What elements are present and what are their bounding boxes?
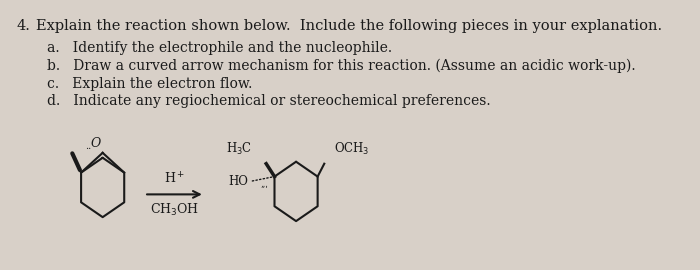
Text: ..: .. xyxy=(85,142,91,151)
Text: OCH$_3$: OCH$_3$ xyxy=(334,141,370,157)
Text: H$_3$C: H$_3$C xyxy=(226,141,252,157)
Text: 4.: 4. xyxy=(16,19,30,33)
Text: a.   Identify the electrophile and the nucleophile.: a. Identify the electrophile and the nuc… xyxy=(47,41,392,55)
Text: CH$_3$OH: CH$_3$OH xyxy=(150,202,199,218)
Text: d.   Indicate any regiochemical or stereochemical preferences.: d. Indicate any regiochemical or stereoc… xyxy=(47,94,491,109)
Text: b.   Draw a curved arrow mechanism for this reaction. (Assume an acidic work-up): b. Draw a curved arrow mechanism for thi… xyxy=(47,59,636,73)
Text: O: O xyxy=(91,137,101,150)
Text: c.   Explain the electron flow.: c. Explain the electron flow. xyxy=(47,77,253,91)
Text: HO: HO xyxy=(228,175,248,188)
Text: ,,,: ,,, xyxy=(260,180,268,189)
Text: H$^+$: H$^+$ xyxy=(164,171,185,187)
Text: Explain the reaction shown below.  Include the following pieces in your explanat: Explain the reaction shown below. Includ… xyxy=(36,19,662,33)
